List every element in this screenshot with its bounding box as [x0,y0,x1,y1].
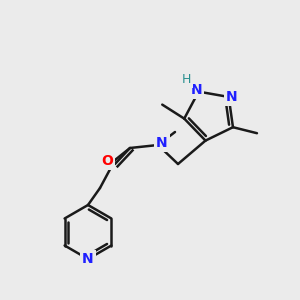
Text: N: N [191,82,203,97]
Text: H: H [182,73,191,86]
Text: O: O [101,154,113,168]
Text: N: N [226,90,238,104]
Text: N: N [156,136,168,150]
Text: N: N [82,252,94,266]
